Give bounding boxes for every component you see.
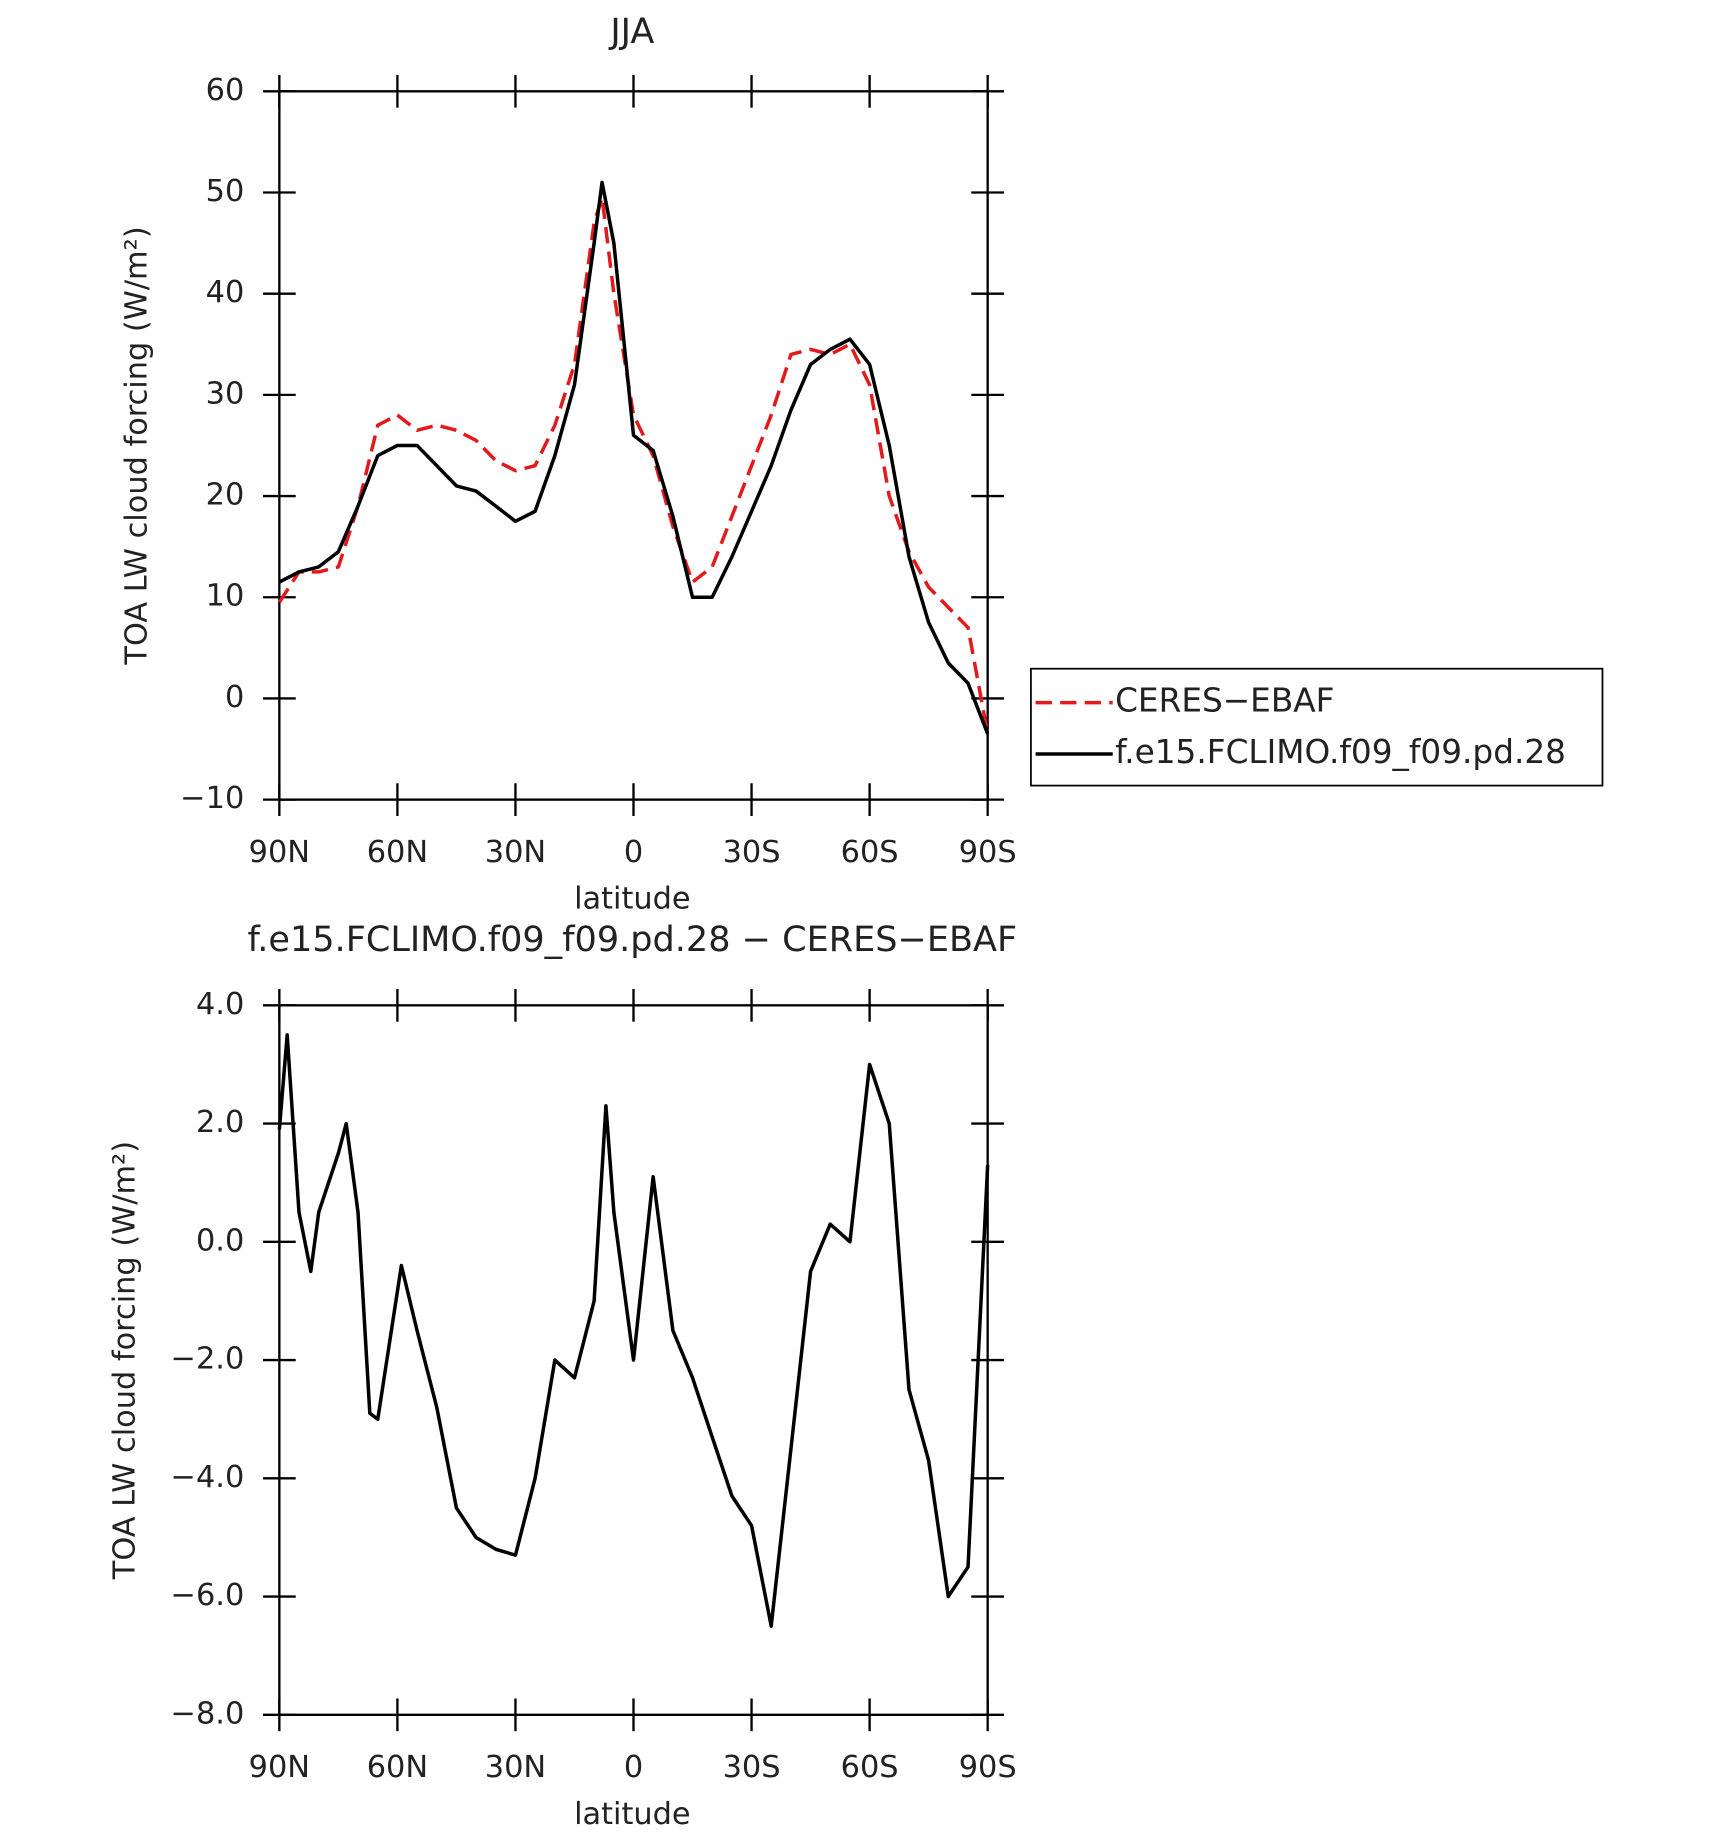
- legend-box: [1030, 667, 1604, 787]
- y-tick-label: 20: [206, 478, 245, 513]
- x-axis-label: latitude: [574, 1797, 691, 1832]
- y-tick-label: 0.0: [196, 1223, 244, 1258]
- x-tick-label: 30S: [723, 835, 781, 870]
- y-tick-label: 0: [225, 680, 244, 715]
- y-tick-label: 4.0: [196, 987, 244, 1022]
- x-tick-label: 30N: [485, 1750, 546, 1785]
- y-tick-label: 2.0: [196, 1105, 244, 1140]
- x-tick-label: 0: [624, 835, 643, 870]
- x-tick-label: 0: [624, 1750, 643, 1785]
- x-tick-label: 90N: [249, 835, 310, 870]
- series-line: [278, 180, 990, 735]
- y-tick-label: 30: [206, 376, 245, 411]
- legend-label: CERES−EBAF: [1115, 682, 1334, 720]
- chart-title: f.e15.FCLIMO.f09_f09.pd.28 − CERES−EBAF: [247, 919, 1017, 960]
- y-tick-label: −10: [180, 781, 244, 816]
- legend-label: f.e15.FCLIMO.f09_f09.pd.28: [1115, 733, 1566, 771]
- y-tick-label: 50: [206, 174, 245, 209]
- x-tick-label: 90N: [249, 1750, 310, 1785]
- y-tick-label: 40: [206, 275, 245, 310]
- x-tick-label: 60S: [841, 1750, 899, 1785]
- x-tick-label: 30S: [723, 1750, 781, 1785]
- series-line: [277, 195, 990, 735]
- chart-title: JJA: [608, 11, 654, 52]
- y-tick-label: 60: [206, 73, 245, 108]
- series-line: [277, 1033, 990, 1628]
- y-tick-label: −2.0: [171, 1342, 245, 1377]
- x-tick-label: 90S: [959, 835, 1017, 870]
- x-tick-label: 60N: [367, 835, 428, 870]
- y-axis-label: TOA LW cloud forcing (W/m²): [119, 226, 154, 665]
- y-tick-label: −4.0: [171, 1460, 245, 1495]
- x-tick-label: 90S: [959, 1750, 1017, 1785]
- y-tick-label: −8.0: [171, 1696, 245, 1731]
- x-tick-label: 60N: [367, 1750, 428, 1785]
- y-tick-label: −6.0: [171, 1578, 245, 1613]
- x-tick-label: 30N: [485, 835, 546, 870]
- x-tick-label: 60S: [841, 835, 899, 870]
- y-axis-label: TOA LW cloud forcing (W/m²): [108, 1141, 143, 1580]
- x-axis-label: latitude: [574, 882, 691, 917]
- y-tick-label: 10: [206, 579, 245, 614]
